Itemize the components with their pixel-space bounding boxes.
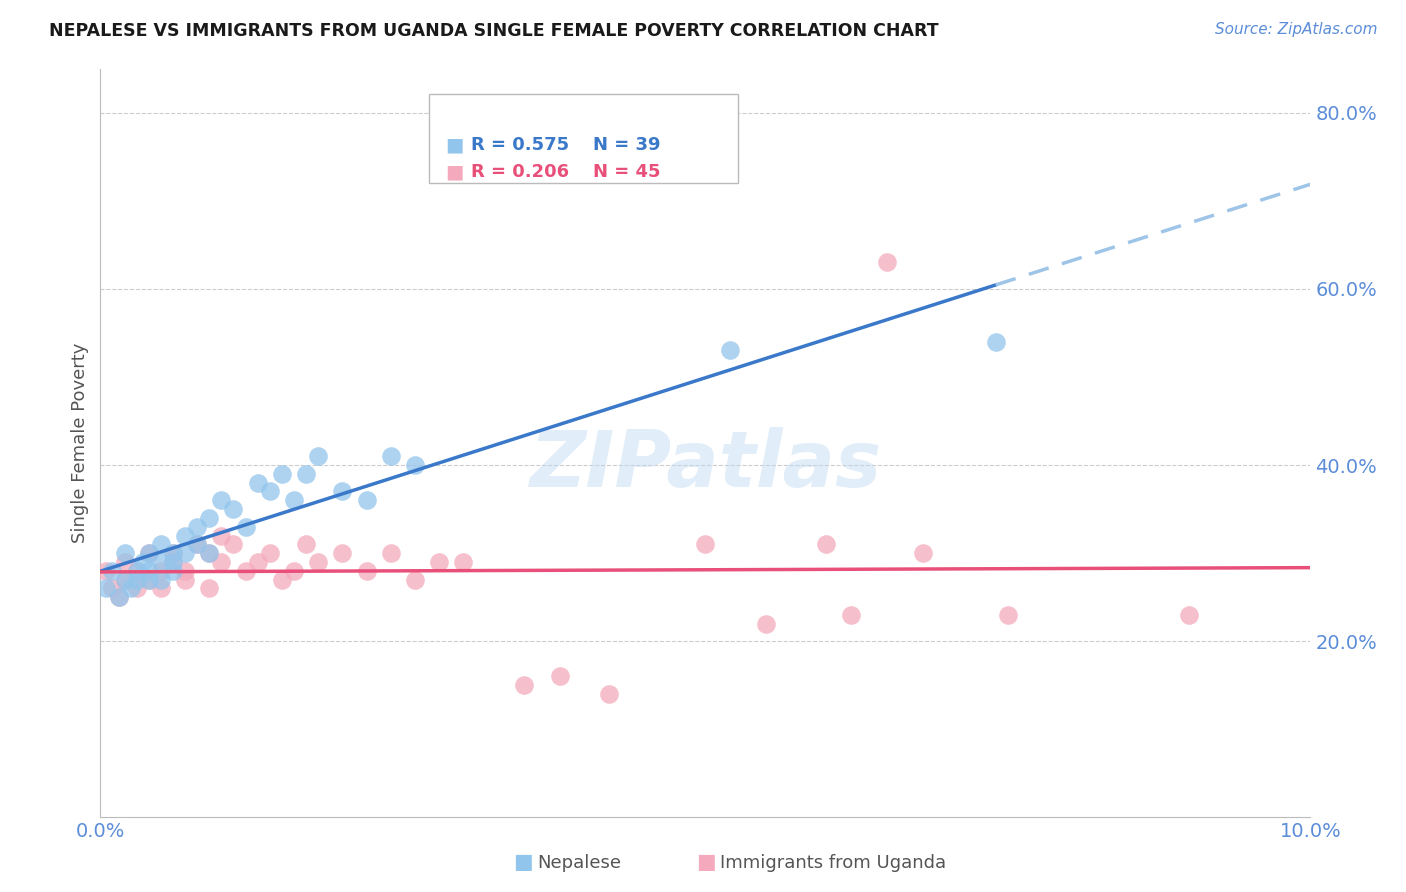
Point <box>330 484 353 499</box>
Point <box>198 511 221 525</box>
Text: Nepalese: Nepalese <box>537 855 621 872</box>
Point <box>125 564 148 578</box>
Point <box>149 582 172 596</box>
Point <box>997 607 1019 622</box>
Point <box>138 573 160 587</box>
Point <box>270 467 292 481</box>
Point <box>209 528 232 542</box>
Point <box>198 546 221 560</box>
Point <box>120 582 142 596</box>
Point <box>174 546 197 560</box>
Point <box>96 564 118 578</box>
Point <box>295 467 318 481</box>
Point <box>162 555 184 569</box>
Point <box>876 255 898 269</box>
Point <box>174 564 197 578</box>
Point <box>356 564 378 578</box>
Point <box>114 546 136 560</box>
Point <box>246 475 269 490</box>
Point <box>259 484 281 499</box>
Point <box>114 555 136 569</box>
Point <box>815 537 838 551</box>
Point <box>984 334 1007 349</box>
Point <box>162 564 184 578</box>
Text: Immigrants from Uganda: Immigrants from Uganda <box>720 855 946 872</box>
Point <box>598 687 620 701</box>
Point <box>222 537 245 551</box>
Point <box>149 573 172 587</box>
Text: ■: ■ <box>446 136 464 155</box>
Point <box>1178 607 1201 622</box>
Text: R = 0.206: R = 0.206 <box>471 163 569 181</box>
Point <box>380 449 402 463</box>
Text: ■: ■ <box>696 853 716 872</box>
Y-axis label: Single Female Poverty: Single Female Poverty <box>72 343 89 543</box>
Point <box>162 546 184 560</box>
Point <box>427 555 450 569</box>
Point <box>295 537 318 551</box>
Point <box>138 546 160 560</box>
Point <box>356 493 378 508</box>
Point <box>513 678 536 692</box>
Point <box>404 458 426 472</box>
Point <box>718 343 741 358</box>
Point <box>235 564 257 578</box>
Point <box>222 502 245 516</box>
Point <box>162 546 184 560</box>
Point <box>149 537 172 551</box>
Text: N = 45: N = 45 <box>593 163 661 181</box>
Text: Source: ZipAtlas.com: Source: ZipAtlas.com <box>1215 22 1378 37</box>
Point <box>138 546 160 560</box>
Point <box>209 493 232 508</box>
Text: NEPALESE VS IMMIGRANTS FROM UGANDA SINGLE FEMALE POVERTY CORRELATION CHART: NEPALESE VS IMMIGRANTS FROM UGANDA SINGL… <box>49 22 939 40</box>
Point <box>131 555 153 569</box>
Point <box>270 573 292 587</box>
Point <box>330 546 353 560</box>
Point <box>380 546 402 560</box>
Point <box>912 546 935 560</box>
Point <box>174 573 197 587</box>
Point <box>404 573 426 587</box>
Point <box>101 582 124 596</box>
Point <box>307 449 329 463</box>
Point <box>453 555 475 569</box>
Text: N = 39: N = 39 <box>593 136 661 154</box>
Point <box>755 616 778 631</box>
Point <box>125 582 148 596</box>
Point <box>101 564 124 578</box>
Point <box>246 555 269 569</box>
Text: ■: ■ <box>513 853 533 872</box>
Point <box>235 519 257 533</box>
Point <box>125 564 148 578</box>
Point <box>548 669 571 683</box>
Point <box>114 573 136 587</box>
Point <box>138 573 160 587</box>
Text: R = 0.575: R = 0.575 <box>471 136 569 154</box>
Point <box>283 564 305 578</box>
Point <box>186 519 208 533</box>
Point <box>174 528 197 542</box>
Point <box>107 590 129 604</box>
Point <box>162 555 184 569</box>
Point <box>149 555 172 569</box>
Point <box>198 582 221 596</box>
Text: ZIPatlas: ZIPatlas <box>529 427 882 503</box>
Point <box>149 564 172 578</box>
Point <box>259 546 281 560</box>
Point <box>198 546 221 560</box>
Point <box>138 564 160 578</box>
Point <box>186 537 208 551</box>
Point <box>96 582 118 596</box>
Point <box>209 555 232 569</box>
Point <box>114 573 136 587</box>
Point <box>186 537 208 551</box>
Point <box>125 573 148 587</box>
Point <box>283 493 305 508</box>
Point <box>839 607 862 622</box>
Point <box>107 590 129 604</box>
Point <box>307 555 329 569</box>
Point <box>695 537 717 551</box>
Text: ■: ■ <box>446 162 464 182</box>
